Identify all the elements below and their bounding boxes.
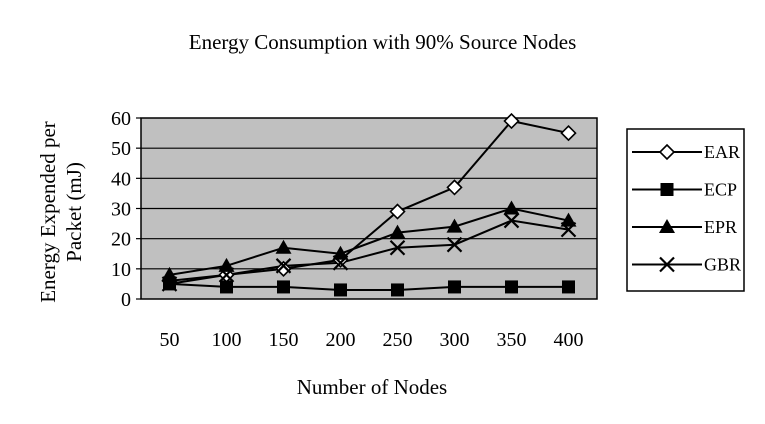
data-point-ear xyxy=(389,203,406,220)
data-point-gbr xyxy=(161,276,178,292)
data-point-gbr xyxy=(389,239,406,256)
legend-label-gbr: GBR xyxy=(704,255,741,275)
data-point-ecp xyxy=(505,280,518,294)
data-point-gbr xyxy=(503,212,520,229)
data-point-ear xyxy=(503,112,520,130)
data-point-epr xyxy=(161,266,178,281)
legend-label-ear: EAR xyxy=(704,142,740,162)
x-tick-label: 350 xyxy=(497,329,527,351)
legend-marker-gbr xyxy=(659,256,675,273)
y-tick-label: 40 xyxy=(111,168,131,190)
chart-title: Energy Consumption with 90% Source Nodes xyxy=(188,30,577,54)
x-tick-label: 150 xyxy=(269,329,299,351)
data-point-ecp xyxy=(334,283,347,297)
data-point-gbr xyxy=(560,221,577,238)
x-tick-label: 400 xyxy=(554,329,584,351)
x-tick-label: 100 xyxy=(212,329,242,351)
legend-marker-ear xyxy=(658,143,676,161)
y-axis-label-line: Energy Expended per xyxy=(36,121,60,303)
data-point-epr xyxy=(560,212,577,227)
data-point-ear xyxy=(446,179,463,196)
legend-label-ecp: ECP xyxy=(704,180,737,200)
data-point-gbr xyxy=(218,267,235,283)
data-point-ear xyxy=(275,260,292,277)
data-point-gbr xyxy=(332,255,349,271)
y-tick-label: 20 xyxy=(111,229,131,251)
x-tick-label: 300 xyxy=(440,329,470,351)
legend-label-epr: EPR xyxy=(704,217,737,237)
data-point-ecp xyxy=(391,283,404,297)
series-line-ecp xyxy=(169,282,569,291)
data-point-ecp xyxy=(562,280,575,294)
data-point-ecp xyxy=(277,280,290,294)
y-tick-label: 60 xyxy=(111,108,131,130)
legend: EAR ECP EPR GBR xyxy=(626,128,745,292)
y-axis-label: Energy Expended perPacket (mJ) xyxy=(36,121,86,303)
x-axis-label: Number of Nodes xyxy=(297,375,447,399)
plot-area: 0 10 20 30 40 50 60 50 100 150 200 250 300 350 400 Numb… xyxy=(36,108,598,399)
data-point-gbr xyxy=(275,258,292,274)
x-tick-label: 250 xyxy=(383,329,413,351)
data-point-epr xyxy=(218,257,235,272)
y-tick-label: 10 xyxy=(111,259,131,281)
data-point-epr xyxy=(332,245,349,260)
data-point-epr xyxy=(389,224,406,239)
data-point-epr xyxy=(503,200,520,215)
y-tick-label: 50 xyxy=(111,138,131,160)
data-point-gbr xyxy=(446,236,463,253)
y-tick-label: 30 xyxy=(111,199,131,221)
data-point-epr xyxy=(446,218,463,233)
y-axis-label-line: Packet (mJ) xyxy=(62,162,86,262)
data-point-ear xyxy=(560,124,577,142)
series-line-gbr xyxy=(169,219,569,285)
legend-marker-ecp xyxy=(660,183,674,196)
x-tick-label: 200 xyxy=(326,329,356,351)
data-point-ecp xyxy=(448,280,461,294)
x-tick-label: 50 xyxy=(160,329,180,351)
data-point-epr xyxy=(275,239,292,254)
legend-marker-epr xyxy=(659,219,675,233)
y-tick-label: 0 xyxy=(121,289,131,311)
data-point-ecp xyxy=(220,280,233,294)
series-line-epr xyxy=(169,207,569,276)
